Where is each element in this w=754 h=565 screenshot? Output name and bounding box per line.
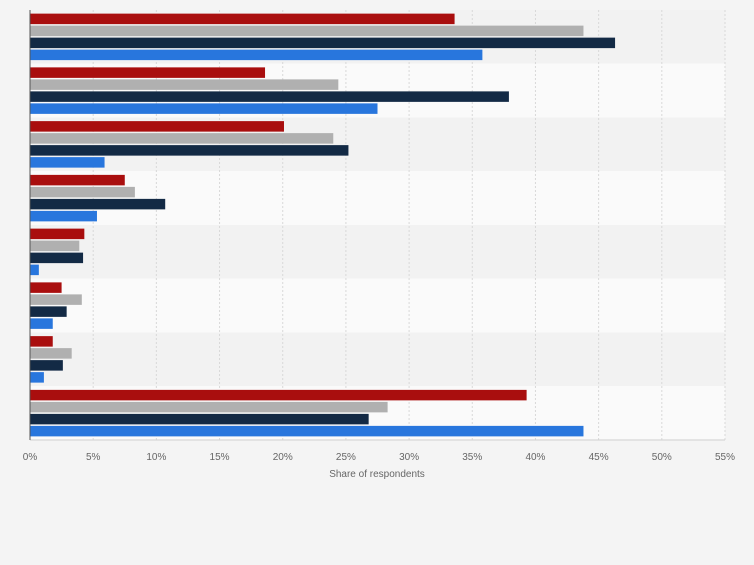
bar <box>30 157 105 168</box>
x-tick-label: 55% <box>715 452 735 463</box>
x-tick-label: 30% <box>399 452 419 463</box>
bar <box>30 413 369 425</box>
bar <box>30 306 67 317</box>
bar <box>30 336 53 347</box>
bar <box>30 79 339 90</box>
x-tick-label: 20% <box>273 452 293 463</box>
bar <box>30 240 80 252</box>
bar <box>30 210 97 222</box>
bar <box>30 348 72 359</box>
bar <box>30 91 509 102</box>
bar <box>30 145 349 156</box>
bar <box>30 294 82 305</box>
x-tick-label: 15% <box>210 452 230 463</box>
bar <box>30 252 84 264</box>
x-tick-label: 10% <box>146 452 166 463</box>
bar <box>30 174 125 186</box>
bar <box>30 37 616 49</box>
bar <box>30 228 85 240</box>
group-band <box>30 171 725 225</box>
bar <box>30 372 44 383</box>
bar <box>30 25 584 37</box>
bars <box>30 13 616 437</box>
bar <box>30 360 63 371</box>
bar <box>30 264 39 276</box>
bar <box>30 121 284 132</box>
x-tick-labels: 0% 5% 10% 15% 20% 25% 30% 35% 40% 45% 50% 55% <box>23 452 735 463</box>
bar <box>30 133 334 144</box>
x-tick-label: 0% <box>23 452 38 463</box>
x-tick-label: 40% <box>525 452 545 463</box>
bar <box>30 49 483 61</box>
x-tick-label: 50% <box>652 452 672 463</box>
bar <box>30 282 62 293</box>
bar <box>30 389 527 401</box>
bar <box>30 103 378 114</box>
bar <box>30 67 266 78</box>
group-band <box>30 332 725 387</box>
bar <box>30 401 388 413</box>
x-tick-label: 5% <box>86 452 101 463</box>
x-tick-label: 25% <box>336 452 356 463</box>
bar <box>30 186 135 198</box>
bar <box>30 318 53 329</box>
bar <box>30 198 166 210</box>
group-band <box>30 225 725 279</box>
group-band <box>30 278 725 333</box>
x-tick-label: 45% <box>589 452 609 463</box>
x-axis-label: Share of respondents <box>329 469 425 480</box>
bar <box>30 13 455 25</box>
x-tick-label: 35% <box>462 452 482 463</box>
bar <box>30 425 584 437</box>
